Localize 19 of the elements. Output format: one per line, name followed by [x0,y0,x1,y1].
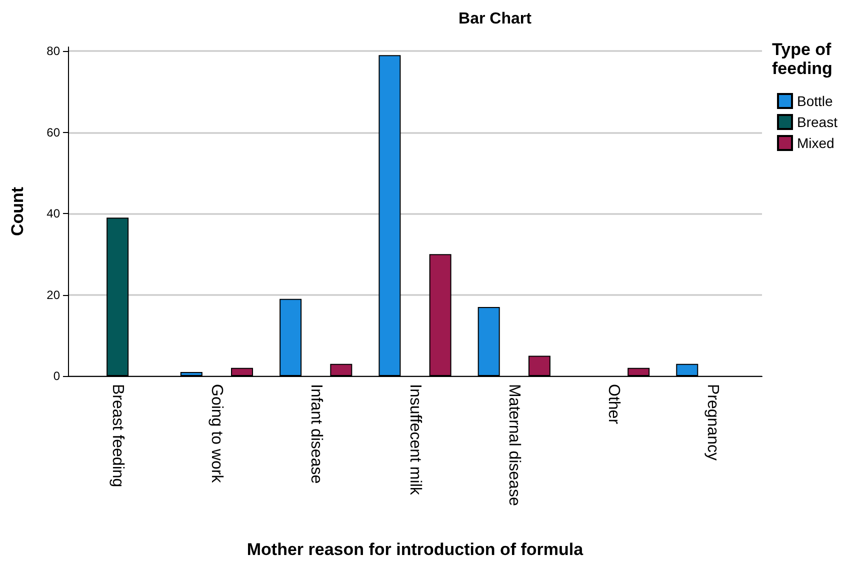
x-tick-label: Maternal disease [506,384,523,506]
y-tick-label: 80 [46,44,60,58]
legend-label: Mixed [797,135,834,151]
y-tick-label: 20 [46,288,60,302]
y-tick-label: 0 [53,369,60,383]
chart-title: Bar Chart [458,10,532,28]
x-tick-label: Insuffecent milk [406,384,424,496]
legend-label: Breast [797,114,838,130]
legend-label: Bottle [797,93,834,109]
x-tick-label: Other [604,384,622,425]
x-axis-title: Mother reason for introduction of formula [246,540,584,559]
y-tick-label: 40 [46,206,60,221]
x-tick-label: Going to work [208,384,226,484]
x-tick-label: Infant disease [307,384,324,484]
y-axis-title: Count [8,186,27,236]
legend-title: Type of feeding [772,40,836,78]
y-tick-label: 60 [46,125,60,140]
x-tick-label: Pregnancy [704,384,721,460]
x-tick-label: Breast feeding [109,384,126,488]
